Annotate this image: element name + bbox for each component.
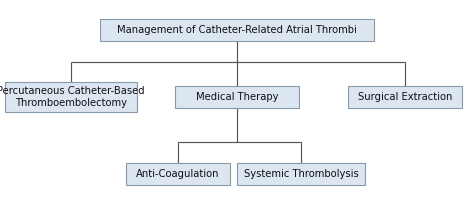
FancyBboxPatch shape — [126, 163, 230, 185]
FancyBboxPatch shape — [5, 82, 137, 112]
FancyBboxPatch shape — [100, 19, 374, 41]
Text: Systemic Thrombolysis: Systemic Thrombolysis — [244, 169, 358, 179]
Text: Anti-Coagulation: Anti-Coagulation — [136, 169, 219, 179]
FancyBboxPatch shape — [175, 86, 299, 108]
FancyBboxPatch shape — [237, 163, 365, 185]
Text: Medical Therapy: Medical Therapy — [196, 92, 278, 102]
FancyBboxPatch shape — [348, 86, 462, 108]
Text: Percutaneous Catheter-Based
Thromboembolectomy: Percutaneous Catheter-Based Thromboembol… — [0, 86, 145, 108]
Text: Management of Catheter-Related Atrial Thrombi: Management of Catheter-Related Atrial Th… — [117, 25, 357, 35]
Text: Surgical Extraction: Surgical Extraction — [358, 92, 453, 102]
